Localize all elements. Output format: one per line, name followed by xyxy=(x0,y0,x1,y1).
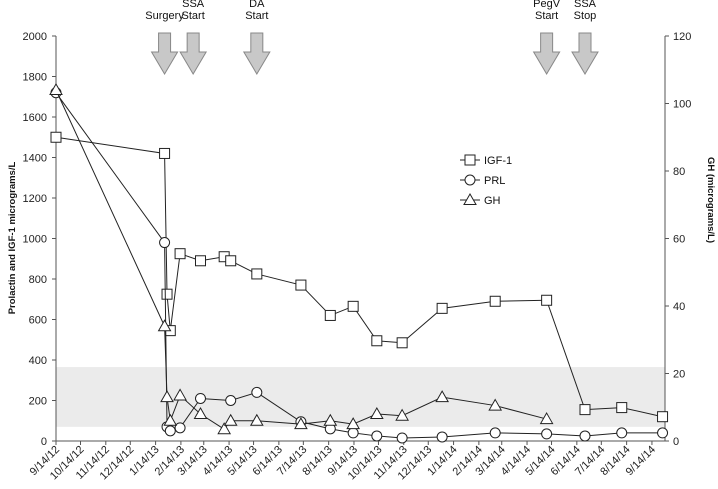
data-point-gh xyxy=(160,390,174,403)
data-point-prl xyxy=(347,427,359,439)
event-label: Start xyxy=(182,10,205,22)
data-point-igf1 xyxy=(347,300,359,312)
data-point-gh xyxy=(294,417,308,430)
data-point-gh xyxy=(193,406,208,419)
data-point-igf1 xyxy=(396,337,408,349)
data-point-prl xyxy=(436,431,448,443)
data-point-igf1 xyxy=(50,131,62,143)
data-point-prl xyxy=(225,395,237,406)
legend-marker xyxy=(463,192,477,205)
y-right-tick-label: 40 xyxy=(673,301,685,313)
legend-label: IGF-1 xyxy=(484,155,512,167)
event-label: DA xyxy=(249,0,265,10)
event-label: SSA xyxy=(182,0,205,10)
data-point-prl xyxy=(489,427,501,439)
y-right-tick-label: 100 xyxy=(673,99,691,111)
y-left-tick-label: 1000 xyxy=(23,234,47,246)
legend-marker xyxy=(464,154,476,166)
y-left-tick-label: 1200 xyxy=(23,193,47,205)
y-right-tick-label: 20 xyxy=(673,369,685,381)
data-point-igf1 xyxy=(436,302,448,314)
event-label: Start xyxy=(535,10,558,22)
data-point-igf1 xyxy=(251,268,263,280)
data-point-igf1 xyxy=(371,335,383,347)
legend-marker xyxy=(464,174,476,186)
data-point-gh xyxy=(435,390,449,403)
y-right-tick-label: 0 xyxy=(673,436,679,448)
data-point-igf1 xyxy=(225,255,237,267)
event-label: Start xyxy=(245,10,268,22)
y-left-tick-label: 1400 xyxy=(23,153,47,165)
y-right-tick-label: 80 xyxy=(673,166,685,178)
data-point-gh xyxy=(488,398,503,411)
data-point-gh xyxy=(346,417,361,430)
data-point-igf1 xyxy=(159,147,171,159)
y-right-tick-label: 60 xyxy=(673,234,685,246)
data-point-igf1 xyxy=(194,255,206,267)
event-arrow xyxy=(242,32,271,75)
data-point-gh xyxy=(323,413,338,426)
data-point-prl xyxy=(159,237,171,249)
event-label: PegV xyxy=(533,0,561,10)
legend-label: GH xyxy=(484,195,501,207)
data-point-igf1 xyxy=(489,295,501,307)
series-line-igf1 xyxy=(55,136,663,418)
data-point-gh xyxy=(157,319,172,332)
y-left-tick-label: 1800 xyxy=(23,72,47,84)
event-arrow xyxy=(571,32,599,75)
event-arrow xyxy=(532,32,561,75)
data-point-prl xyxy=(616,427,628,439)
data-point-igf1 xyxy=(579,404,591,416)
data-point-gh xyxy=(223,413,238,426)
event-label: SSA xyxy=(574,0,597,10)
y-left-tick-label: 400 xyxy=(29,355,47,367)
event-arrow xyxy=(150,32,179,75)
reference-range-band xyxy=(56,367,665,427)
y-right-tick-label: 120 xyxy=(673,31,691,43)
data-point-gh xyxy=(49,82,63,95)
data-point-prl xyxy=(194,392,206,404)
data-point-gh xyxy=(163,413,178,426)
y-left-tick-label: 600 xyxy=(29,315,47,327)
data-point-prl xyxy=(541,428,553,440)
data-point-gh xyxy=(217,422,232,435)
data-point-igf1 xyxy=(161,288,173,300)
event-label: Stop xyxy=(574,10,597,22)
data-point-gh xyxy=(539,412,554,425)
data-point-igf1 xyxy=(541,294,553,306)
data-point-igf1 xyxy=(616,402,628,414)
data-point-igf1 xyxy=(324,309,336,321)
data-point-igf1 xyxy=(174,248,186,260)
y-left-axis-title: Prolactin and IGF-1 micrograms/L xyxy=(7,162,18,315)
y-left-tick-label: 0 xyxy=(41,436,47,448)
legend-label: PRL xyxy=(484,175,505,187)
data-point-prl xyxy=(251,386,263,398)
data-point-gh xyxy=(249,413,264,426)
data-point-prl xyxy=(164,425,176,437)
data-point-prl xyxy=(657,427,669,439)
data-point-igf1 xyxy=(657,411,669,423)
y-right-axis-title: GH (micrograms/L) xyxy=(705,157,716,243)
y-left-tick-label: 800 xyxy=(29,274,47,286)
data-point-gh xyxy=(395,408,409,421)
data-point-prl xyxy=(371,430,383,442)
data-point-prl xyxy=(579,430,591,442)
data-point-gh xyxy=(173,388,187,401)
event-arrow xyxy=(179,32,208,75)
data-point-igf1 xyxy=(295,279,307,291)
y-left-tick-label: 200 xyxy=(29,396,47,408)
y-left-tick-label: 2000 xyxy=(23,31,47,43)
y-left-tick-label: 1600 xyxy=(23,112,47,124)
data-point-prl xyxy=(396,432,408,444)
data-point-prl xyxy=(174,422,186,434)
data-point-gh xyxy=(369,406,384,419)
event-label: Surgery xyxy=(145,10,184,22)
